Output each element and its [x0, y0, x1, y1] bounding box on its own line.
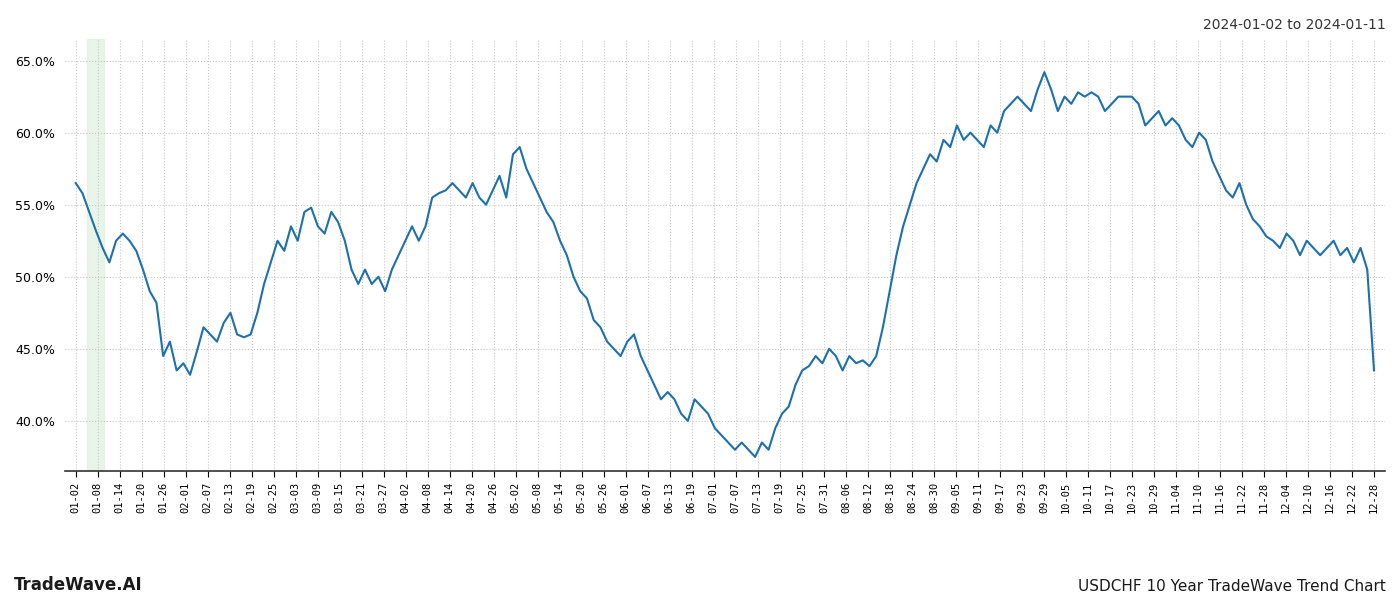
Text: 2024-01-02 to 2024-01-11: 2024-01-02 to 2024-01-11: [1203, 18, 1386, 32]
Text: USDCHF 10 Year TradeWave Trend Chart: USDCHF 10 Year TradeWave Trend Chart: [1078, 579, 1386, 594]
Text: TradeWave.AI: TradeWave.AI: [14, 576, 143, 594]
Bar: [87, 39, 105, 472]
